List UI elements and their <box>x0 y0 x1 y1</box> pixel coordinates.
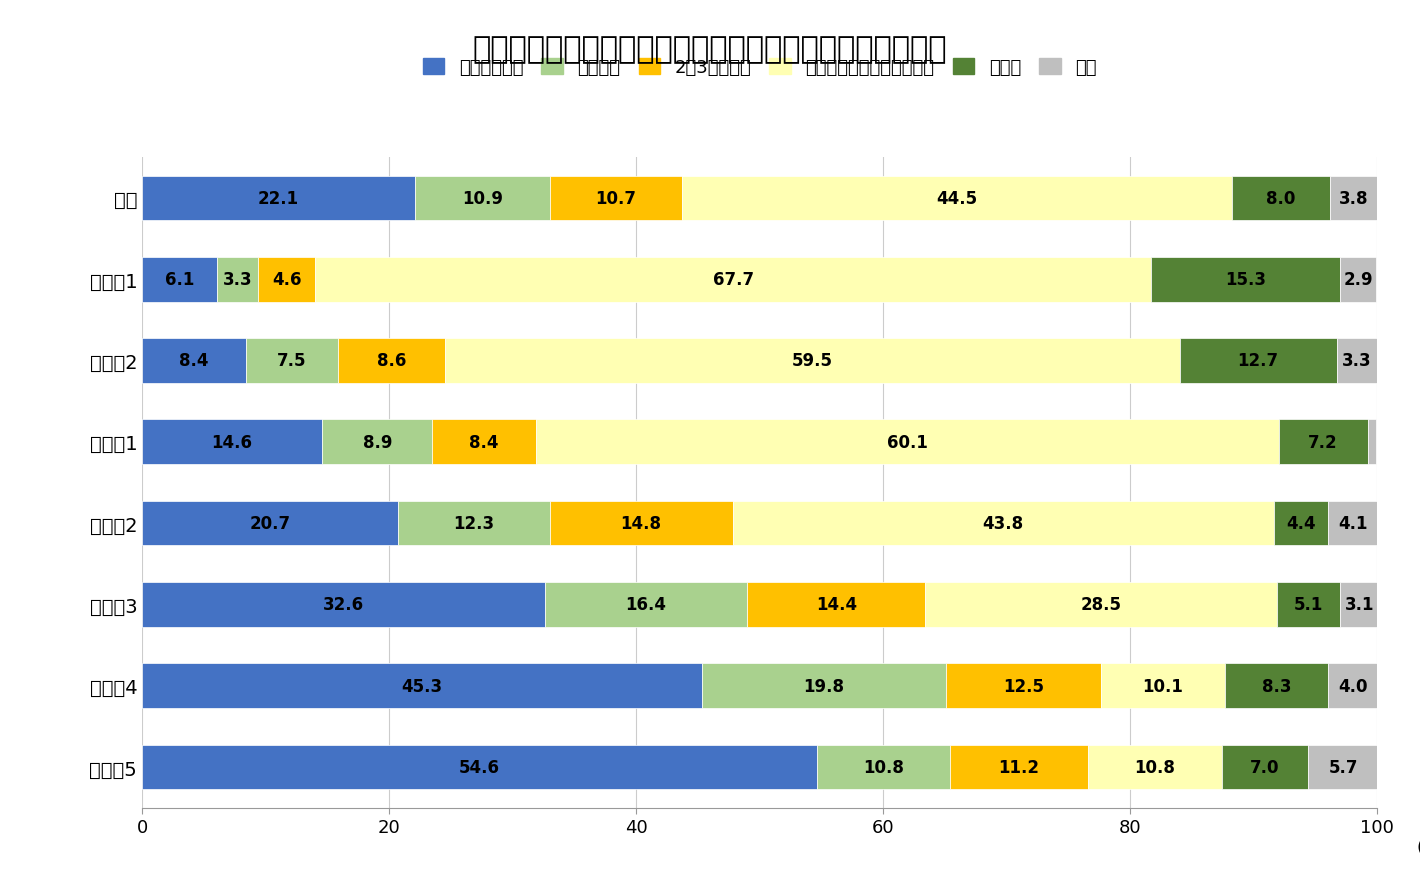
Bar <box>432 420 537 464</box>
Text: 4.0: 4.0 <box>1338 677 1367 694</box>
Text: 11.2: 11.2 <box>998 759 1039 776</box>
Bar <box>246 339 338 384</box>
Text: 8.4: 8.4 <box>470 434 498 451</box>
Text: 67.7: 67.7 <box>713 271 754 289</box>
Text: 22.1: 22.1 <box>258 190 300 207</box>
Text: 6.1: 6.1 <box>165 271 195 289</box>
Text: 12.3: 12.3 <box>453 515 494 532</box>
Text: 3.3: 3.3 <box>1342 352 1372 370</box>
Bar <box>1152 257 1340 302</box>
Bar <box>1278 420 1367 464</box>
Text: 10.9: 10.9 <box>462 190 503 207</box>
Text: 8.4: 8.4 <box>179 352 209 370</box>
Bar <box>142 339 246 384</box>
Text: (%): (%) <box>1416 838 1420 856</box>
Text: 19.8: 19.8 <box>804 677 845 694</box>
Text: 7.5: 7.5 <box>277 352 307 370</box>
Bar <box>258 257 315 302</box>
Text: 12.7: 12.7 <box>1238 352 1279 370</box>
Bar <box>415 176 550 221</box>
Text: 10.7: 10.7 <box>595 190 636 207</box>
Bar <box>1225 664 1328 709</box>
Bar <box>1180 339 1336 384</box>
Bar <box>142 745 816 789</box>
Text: 12.5: 12.5 <box>1003 677 1044 694</box>
Bar <box>1367 420 1376 464</box>
Bar <box>142 176 415 221</box>
Bar <box>1278 582 1340 627</box>
Text: 32.6: 32.6 <box>322 596 364 614</box>
Text: 59.5: 59.5 <box>792 352 832 370</box>
Text: 8.9: 8.9 <box>362 434 392 451</box>
Bar <box>950 745 1088 789</box>
Bar <box>1336 339 1377 384</box>
Text: 3.1: 3.1 <box>1345 596 1375 614</box>
Text: 20.7: 20.7 <box>250 515 291 532</box>
Text: 14.8: 14.8 <box>621 515 662 532</box>
Bar <box>545 582 747 627</box>
Text: 7.2: 7.2 <box>1308 434 1338 451</box>
Text: 54.6: 54.6 <box>459 759 500 776</box>
Bar <box>1308 745 1379 789</box>
Text: 45.3: 45.3 <box>402 677 443 694</box>
Text: 16.4: 16.4 <box>626 596 666 614</box>
Bar <box>1340 257 1376 302</box>
Text: 60.1: 60.1 <box>888 434 927 451</box>
Text: 3.3: 3.3 <box>223 271 253 289</box>
Text: 8.6: 8.6 <box>376 352 406 370</box>
Text: 4.6: 4.6 <box>271 271 301 289</box>
Text: 10.8: 10.8 <box>863 759 903 776</box>
Bar <box>142 664 701 709</box>
Bar <box>1088 745 1221 789</box>
Text: 14.6: 14.6 <box>212 434 253 451</box>
Text: 43.8: 43.8 <box>983 515 1024 532</box>
Text: 10.1: 10.1 <box>1143 677 1183 694</box>
Bar <box>398 501 550 546</box>
Text: 4.1: 4.1 <box>1339 515 1367 532</box>
Bar <box>142 420 322 464</box>
Bar <box>747 582 926 627</box>
Text: 7.0: 7.0 <box>1250 759 1279 776</box>
Bar <box>733 501 1274 546</box>
Text: 14.4: 14.4 <box>815 596 856 614</box>
Text: 2.9: 2.9 <box>1343 271 1373 289</box>
Text: 3.8: 3.8 <box>1339 190 1369 207</box>
Text: 5.7: 5.7 <box>1329 759 1358 776</box>
Text: 44.5: 44.5 <box>936 190 977 207</box>
Bar <box>142 501 398 546</box>
Text: 8.0: 8.0 <box>1267 190 1295 207</box>
Bar <box>550 501 733 546</box>
Text: 5.1: 5.1 <box>1294 596 1323 614</box>
Bar <box>1100 664 1225 709</box>
Bar <box>1328 664 1377 709</box>
Bar <box>537 420 1278 464</box>
Bar <box>322 420 432 464</box>
Bar <box>946 664 1100 709</box>
Bar <box>926 582 1278 627</box>
Bar <box>550 176 682 221</box>
Bar <box>682 176 1231 221</box>
Bar <box>444 339 1180 384</box>
Bar <box>338 339 444 384</box>
Bar <box>142 257 217 302</box>
Bar <box>1328 501 1379 546</box>
Bar <box>1340 582 1379 627</box>
Text: 4.4: 4.4 <box>1287 515 1315 532</box>
Bar <box>1274 501 1328 546</box>
Text: 15.3: 15.3 <box>1225 271 1267 289</box>
Text: 10.8: 10.8 <box>1135 759 1176 776</box>
Text: 28.5: 28.5 <box>1081 596 1122 614</box>
Bar <box>1221 745 1308 789</box>
Bar <box>1231 176 1331 221</box>
Bar <box>816 745 950 789</box>
Bar <box>217 257 258 302</box>
Bar <box>315 257 1152 302</box>
Text: 8.3: 8.3 <box>1262 677 1291 694</box>
Bar <box>1331 176 1377 221</box>
Legend: ほとんど終日, 半日程度, 2〜3時間程度, 必要なときに手をかす程度, その他, 不詳: ほとんど終日, 半日程度, 2〜3時間程度, 必要なときに手をかす程度, その他… <box>413 50 1106 86</box>
Bar <box>142 582 545 627</box>
Text: 要介護度別にみた同居の主な介護者の介護時間の構成割合: 要介護度別にみた同居の主な介護者の介護時間の構成割合 <box>473 35 947 64</box>
Bar <box>701 664 946 709</box>
